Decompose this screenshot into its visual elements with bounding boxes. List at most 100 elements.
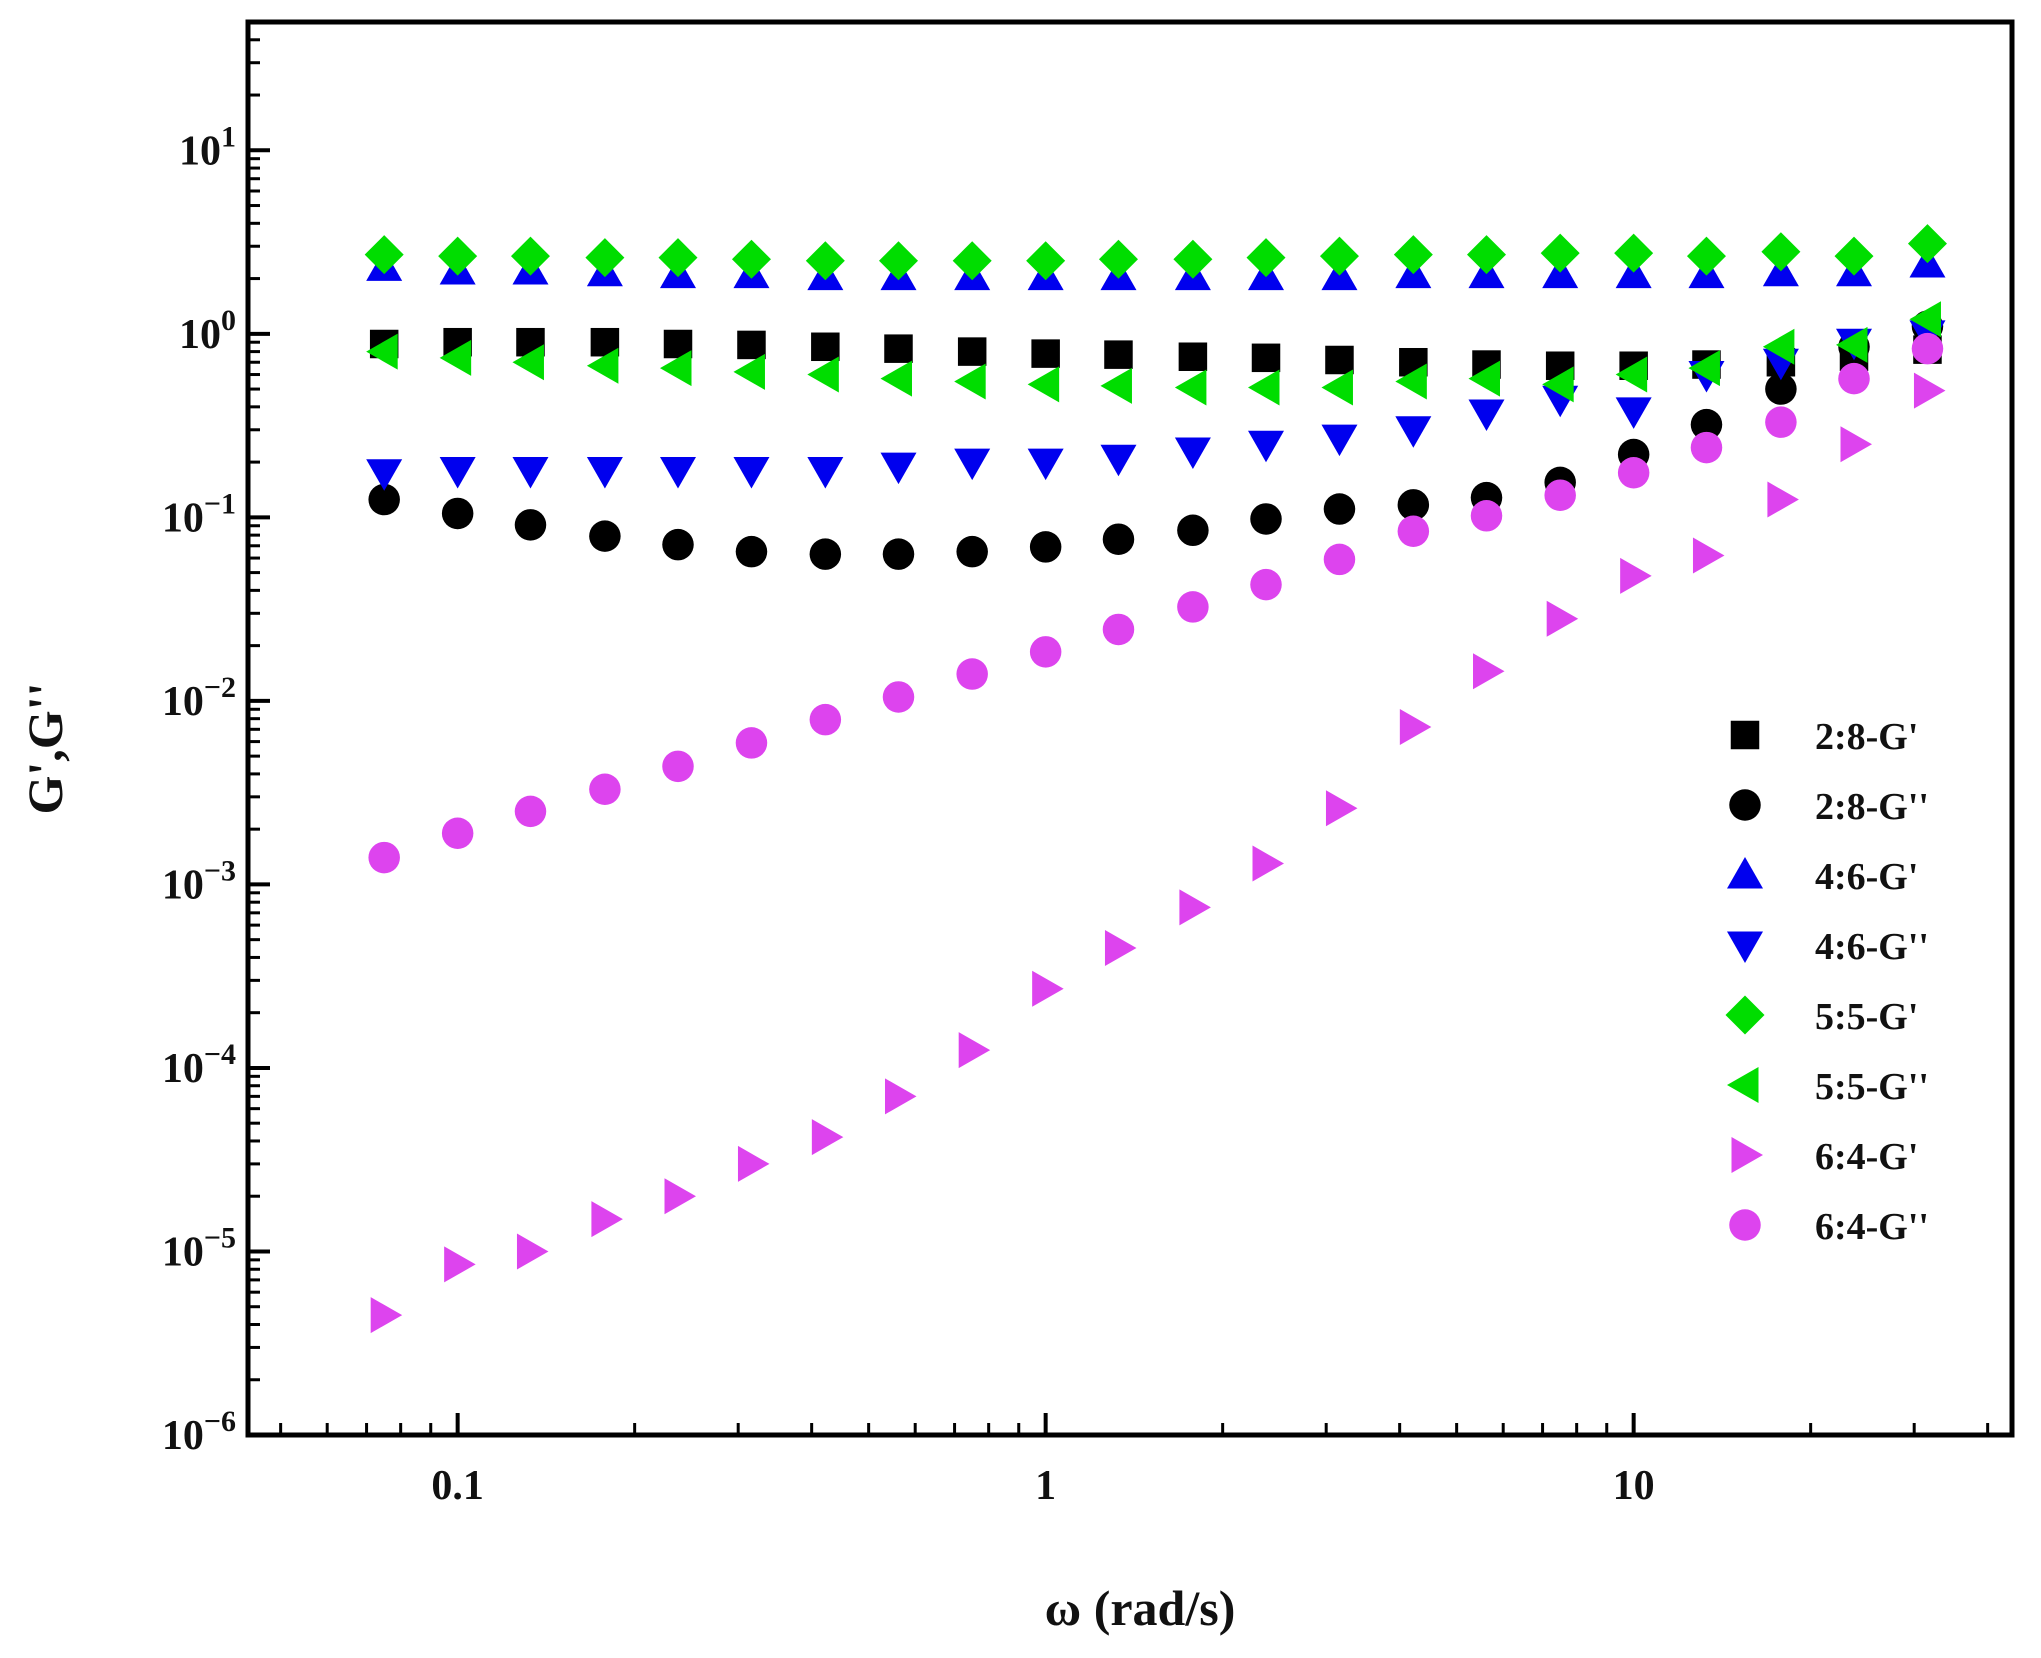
data-point bbox=[512, 344, 544, 381]
data-point bbox=[1248, 369, 1280, 406]
data-point bbox=[444, 1246, 476, 1283]
data-point bbox=[441, 817, 474, 849]
legend-label: 5:5-G'' bbox=[1815, 1066, 1929, 1108]
y-tick-base: 10 bbox=[162, 1046, 204, 1092]
data-point bbox=[1840, 426, 1873, 463]
data-point bbox=[1761, 232, 1801, 272]
y-tick-label: 10−2 bbox=[162, 671, 236, 725]
data-point bbox=[1104, 340, 1133, 369]
data-point bbox=[1540, 233, 1580, 273]
data-point bbox=[809, 703, 842, 736]
y-tick-exponent: −6 bbox=[204, 1405, 236, 1438]
data-point bbox=[811, 332, 840, 362]
legend-label: 2:8-G' bbox=[1815, 716, 1918, 758]
data-point bbox=[737, 330, 766, 360]
data-point bbox=[1098, 239, 1138, 279]
y-tick-exponent: −5 bbox=[204, 1221, 236, 1254]
legend: 2:8-G' 2:8-G'' 4:6-G' 4:6-G'' 5:5-G' 5:5-G'' 6… bbox=[1725, 716, 1929, 1248]
legend-item: 6:4-G'' bbox=[1729, 1206, 1929, 1248]
data-point bbox=[954, 448, 991, 481]
y-tick-base: 10 bbox=[162, 862, 204, 908]
legend-label: 4:6-G'' bbox=[1815, 926, 1929, 968]
data-point bbox=[512, 456, 549, 489]
x-tick-label: 1 bbox=[1035, 1463, 1056, 1509]
y-tick-base: 10 bbox=[162, 679, 204, 725]
data-point bbox=[1321, 424, 1358, 457]
data-point bbox=[884, 1078, 917, 1115]
data-point bbox=[1177, 591, 1209, 623]
data-point bbox=[1325, 345, 1354, 375]
legend-item: 5:5-G'' bbox=[1727, 1066, 1929, 1108]
data-point bbox=[1178, 342, 1208, 371]
data-point bbox=[589, 520, 621, 552]
data-point bbox=[1762, 328, 1795, 365]
x-tick-label: 0.1 bbox=[431, 1463, 484, 1509]
data-point bbox=[591, 1201, 623, 1238]
data-point bbox=[439, 456, 476, 489]
data-point bbox=[1466, 235, 1506, 275]
data-point bbox=[660, 456, 697, 489]
data-point bbox=[1692, 537, 1725, 574]
data-point bbox=[1027, 448, 1064, 481]
data-point bbox=[731, 239, 771, 279]
data-point bbox=[1100, 367, 1132, 404]
y-tick-exponent: −1 bbox=[204, 487, 236, 520]
data-point bbox=[1031, 339, 1060, 368]
data-point bbox=[1688, 350, 1720, 387]
data-point bbox=[1546, 600, 1579, 637]
data-point bbox=[1397, 489, 1430, 521]
data-point bbox=[368, 483, 400, 516]
series-5 bbox=[366, 301, 1941, 406]
data-point bbox=[811, 1119, 844, 1156]
data-point bbox=[662, 750, 694, 783]
data-point bbox=[807, 456, 844, 489]
data-point bbox=[438, 236, 478, 276]
data-point bbox=[880, 360, 912, 397]
data-point bbox=[1104, 930, 1137, 967]
y-tick-base: 10 bbox=[179, 128, 221, 174]
data-point bbox=[366, 459, 403, 491]
data-point bbox=[1468, 399, 1505, 432]
data-point bbox=[1834, 236, 1874, 276]
data-point bbox=[586, 347, 619, 384]
data-point bbox=[441, 497, 474, 530]
data-point bbox=[1472, 653, 1505, 690]
y-tick-base: 10 bbox=[162, 495, 204, 541]
legend-label: 6:4-G' bbox=[1815, 1136, 1918, 1178]
legend-item: 4:6-G' bbox=[1727, 856, 1918, 898]
data-point bbox=[1321, 369, 1353, 406]
y-tick-exponent: −4 bbox=[204, 1038, 236, 1071]
y-tick-label: 10−1 bbox=[162, 487, 236, 541]
y-tick-exponent: −3 bbox=[204, 854, 236, 887]
data-point bbox=[1615, 356, 1648, 393]
data-point bbox=[1251, 343, 1281, 373]
data-point bbox=[733, 353, 765, 390]
data-point bbox=[1323, 493, 1356, 525]
data-point bbox=[1027, 366, 1060, 403]
data-point bbox=[1250, 503, 1282, 535]
data-point bbox=[1767, 481, 1799, 518]
legend-marker bbox=[1731, 1137, 1763, 1173]
data-point bbox=[658, 238, 698, 278]
y-tick-base: 10 bbox=[162, 1413, 204, 1459]
legend-marker bbox=[1725, 995, 1765, 1035]
legend-marker bbox=[1729, 789, 1761, 821]
legend-marker bbox=[1727, 931, 1763, 963]
data-point bbox=[516, 1233, 549, 1270]
legend-item: 6:4-G' bbox=[1731, 1136, 1918, 1178]
series-6 bbox=[370, 372, 1946, 1334]
data-point bbox=[958, 1032, 991, 1069]
data-point bbox=[364, 235, 404, 275]
data-point bbox=[1909, 301, 1941, 338]
data-point bbox=[1397, 515, 1430, 547]
data-point bbox=[737, 1145, 770, 1182]
data-point bbox=[735, 535, 768, 568]
data-point bbox=[586, 456, 623, 489]
legend-item: 4:6-G'' bbox=[1727, 926, 1929, 968]
data-point bbox=[1690, 431, 1723, 464]
legend-item: 2:8-G' bbox=[1730, 716, 1918, 758]
data-point bbox=[954, 363, 986, 400]
data-point bbox=[589, 773, 621, 805]
